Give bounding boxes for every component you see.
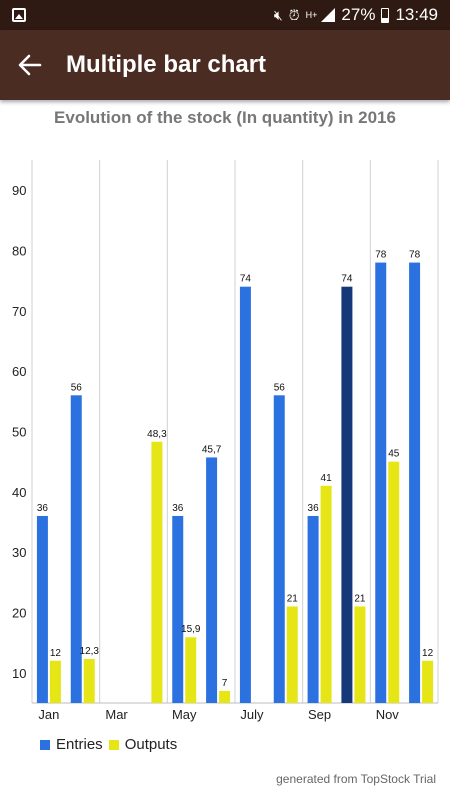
data-label: 56	[274, 382, 286, 393]
data-label: 78	[409, 250, 421, 261]
data-label: 74	[240, 274, 252, 285]
legend-item-entries: Entries	[40, 736, 103, 753]
bar-entries-aug	[273, 395, 285, 703]
y-tick-label: 90	[12, 183, 26, 198]
data-label: 36	[37, 503, 49, 514]
data-label: 21	[354, 593, 366, 604]
legend-label-outputs: Outputs	[124, 736, 178, 753]
data-label: 41	[321, 473, 333, 484]
bar-entries-may	[172, 515, 184, 703]
bar-entries-sep	[307, 515, 319, 703]
chart-legend: Entries Outputs	[40, 736, 183, 753]
data-label: 48,3	[147, 429, 167, 440]
bar-outputs-jan	[49, 660, 61, 703]
data-label: 78	[375, 250, 387, 261]
app-bar: Multiple bar chart	[0, 30, 450, 100]
chart-title: Evolution of the stock (In quantity) in …	[54, 108, 396, 127]
gallery-icon	[12, 8, 26, 22]
bar-outputs-sep	[320, 485, 332, 703]
bar-entries-nov	[375, 262, 387, 703]
arrow-left-icon[interactable]	[18, 54, 42, 76]
legend-swatch-outputs	[108, 739, 119, 750]
data-label: 36	[308, 503, 320, 514]
mute-icon: 🔇︎	[273, 7, 283, 23]
x-tick-label: July	[240, 707, 264, 722]
data-label: 7	[222, 678, 228, 689]
status-icons: 🔇︎ ⏰︎ H+ 27% 13:49	[274, 0, 438, 30]
x-tick-label: Jan	[38, 707, 59, 722]
clock: 13:49	[395, 5, 438, 24]
bar-entries-jun	[206, 457, 218, 703]
x-tick-label: Sep	[308, 707, 331, 722]
bar-outputs-nov	[388, 461, 400, 703]
data-label: 15,9	[181, 624, 201, 635]
legend-swatch-entries	[40, 739, 50, 750]
y-tick-label: 50	[12, 425, 26, 440]
bar-entries-jan	[36, 515, 48, 703]
bar-outputs-may	[185, 637, 197, 703]
bar-outputs-dec	[422, 660, 434, 703]
bar-outputs-apr	[151, 441, 163, 703]
legend-item-outputs: Outputs	[108, 736, 178, 753]
page-title: Multiple bar chart	[66, 51, 267, 78]
data-label: 45	[388, 449, 400, 460]
x-tick-label: Mar	[105, 707, 128, 722]
data-label: 12	[50, 648, 62, 659]
data-label: 74	[341, 274, 353, 285]
data-label: 12,3	[80, 646, 100, 657]
y-tick-label: 70	[12, 304, 26, 319]
y-tick-label: 10	[12, 666, 26, 681]
signal-icon	[321, 8, 336, 22]
legend-label-entries: Entries	[56, 736, 103, 753]
bar-entries-dec	[409, 262, 421, 703]
data-label: 56	[71, 382, 83, 393]
battery-icon	[381, 7, 390, 23]
alarm-icon: ⏰︎	[288, 7, 300, 23]
data-label: 36	[172, 503, 184, 514]
x-tick-label: May	[172, 707, 197, 722]
bar-outputs-jun	[219, 690, 231, 703]
data-label: 12	[422, 648, 434, 659]
x-tick-label: Nov	[376, 707, 400, 722]
y-tick-label: 80	[12, 244, 26, 259]
y-tick-label: 40	[12, 485, 26, 500]
y-tick-label: 20	[12, 606, 26, 621]
status-bar: 🔇︎ ⏰︎ H+ 27% 13:49	[0, 0, 450, 30]
battery-percentage: 27%	[341, 5, 376, 24]
bar-entries-oct	[341, 286, 353, 703]
bar-outputs-oct	[354, 606, 366, 703]
network-type-label: H+	[305, 9, 318, 20]
y-tick-label: 60	[12, 364, 26, 379]
bar-entries-feb	[70, 395, 82, 703]
bar-outputs-feb	[83, 658, 95, 703]
y-tick-label: 30	[12, 545, 26, 560]
data-label: 45,7	[202, 444, 222, 455]
bar-entries-july	[239, 286, 251, 703]
footer-text: generated from TopStock Trial	[276, 772, 436, 786]
data-label: 21	[287, 593, 299, 604]
bar-outputs-aug	[286, 606, 298, 703]
